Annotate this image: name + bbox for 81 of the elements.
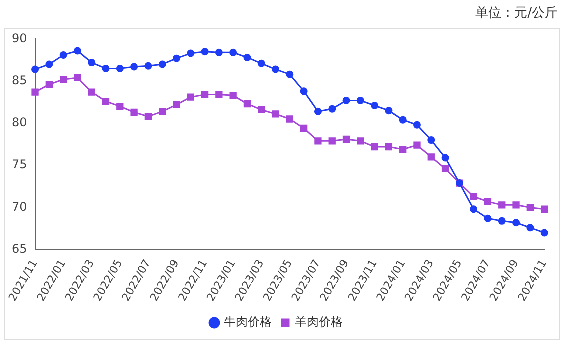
point (46, 60, 54, 68)
point (130, 108, 138, 116)
point (88, 88, 96, 96)
point (540, 206, 548, 213)
point (60, 76, 68, 84)
point (272, 66, 280, 74)
point (201, 91, 209, 98)
y-tick-label: 90 (12, 31, 28, 46)
point (300, 124, 308, 132)
point (526, 204, 534, 212)
point (215, 48, 223, 56)
point (74, 47, 82, 55)
legend-label: 牛肉价格 (224, 315, 272, 330)
y-tick-label: 85 (12, 73, 28, 88)
point (342, 136, 350, 144)
point (399, 116, 407, 124)
y-tick-label: 75 (12, 158, 28, 172)
point (272, 110, 280, 118)
y-tick-label: 65 (12, 242, 28, 256)
point (32, 66, 40, 74)
point (414, 142, 421, 149)
point (484, 198, 492, 206)
point (512, 219, 520, 227)
point (46, 81, 53, 88)
point (498, 202, 506, 209)
point (102, 98, 110, 106)
point (526, 224, 534, 232)
y-tick-label: 70 (12, 200, 28, 214)
point (116, 64, 124, 72)
point (498, 217, 506, 225)
point (244, 100, 252, 108)
point (413, 121, 421, 129)
point (258, 106, 266, 114)
point (173, 101, 180, 108)
point (540, 229, 548, 237)
point (385, 143, 393, 151)
point (60, 51, 68, 59)
point (356, 96, 364, 104)
point (216, 91, 223, 98)
point (144, 62, 152, 70)
point (400, 146, 407, 154)
point (484, 214, 492, 222)
legend-label: 羊肉价格 (295, 315, 343, 330)
point (130, 63, 138, 71)
point (385, 107, 393, 115)
point (342, 96, 350, 104)
point (258, 60, 266, 68)
point (286, 70, 294, 78)
point (512, 202, 520, 209)
point (116, 103, 124, 110)
point (74, 74, 82, 82)
point (314, 138, 322, 145)
point (172, 54, 180, 62)
point (470, 206, 478, 214)
point (32, 88, 39, 96)
point (187, 50, 195, 58)
point (357, 138, 364, 145)
point (328, 138, 336, 145)
point (159, 108, 166, 116)
point (230, 92, 237, 100)
text: 单位：元/公斤 (476, 5, 558, 22)
point (158, 60, 166, 68)
point (102, 64, 110, 72)
y-tick-label: 80 (12, 116, 28, 130)
point (442, 154, 450, 162)
point (144, 113, 152, 120)
point (328, 105, 336, 113)
point (470, 193, 478, 200)
point (230, 48, 238, 56)
point (300, 88, 308, 96)
point (428, 136, 436, 144)
point (428, 154, 435, 161)
point (201, 48, 209, 56)
point (314, 108, 322, 116)
point (286, 116, 294, 123)
point (442, 165, 450, 173)
point (88, 59, 96, 67)
point (187, 94, 194, 101)
point (371, 143, 378, 151)
point (371, 102, 379, 110)
point (244, 54, 252, 62)
